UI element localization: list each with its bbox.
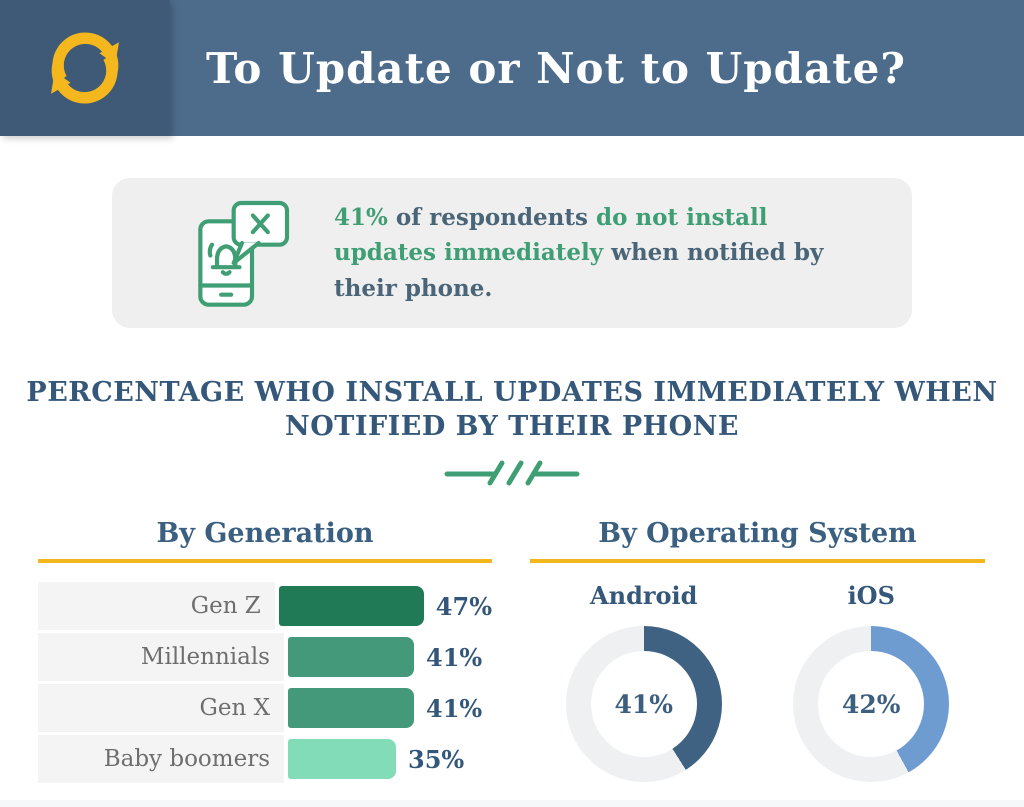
bar-gen-x — [288, 688, 414, 728]
bar-value-millennials: 41% — [426, 642, 483, 672]
android-donut-chart: 41% — [565, 626, 722, 782]
logo-box — [0, 0, 170, 136]
stat-text-plain-1: of respondents — [387, 203, 596, 231]
bar-value-gen-z: 47% — [435, 591, 492, 621]
section-title: PERCENTAGE WHO INSTALL UPDATES IMMEDIATE… — [0, 376, 1024, 444]
bar-label-gen-x: Gen X — [38, 684, 284, 732]
bar-value-gen-x: 41% — [426, 693, 483, 723]
bar-value-baby-boomers: 35% — [408, 744, 465, 774]
key-stat-text: 41% of respondents do not install update… — [334, 200, 854, 307]
bar-row-gen-z: Gen Z 47% — [38, 582, 492, 630]
android-donut-value: 41% — [590, 651, 697, 757]
bar-label-baby-boomers: Baby boomers — [38, 735, 284, 783]
phone-dismiss-notification-icon — [192, 192, 292, 314]
ios-donut-cell: 42% — [758, 626, 986, 782]
next-section-edge — [0, 800, 1024, 807]
header-banner: To Update or Not to Update? — [0, 0, 1024, 136]
android-donut-cell: 41% — [530, 626, 758, 782]
generation-column: By Generation Gen Z 47% Millennials 41% — [0, 518, 512, 786]
key-stat-callout: 41% of respondents do not install update… — [112, 178, 912, 328]
os-chart-title: By Operating System — [530, 518, 985, 563]
ios-donut-value: 42% — [818, 651, 925, 757]
android-label: Android — [590, 581, 698, 610]
bar-row-gen-x: Gen X 41% — [38, 684, 492, 732]
ios-label: iOS — [847, 581, 895, 610]
bar-label-gen-z: Gen Z — [38, 582, 275, 630]
charts-section: By Generation Gen Z 47% Millennials 41% — [0, 518, 1024, 786]
os-column: By Operating System Android iOS 41% 42% — [512, 518, 1024, 786]
bar-row-baby-boomers: Baby boomers 35% — [38, 735, 492, 783]
generation-bar-chart: Gen Z 47% Millennials 41% Gen X — [38, 582, 492, 783]
bar-row-millennials: Millennials 41% — [38, 633, 492, 681]
sync-arrows-icon — [51, 32, 119, 104]
page-title: To Update or Not to Update? — [206, 43, 906, 93]
bar-baby-boomers — [288, 739, 396, 779]
ios-donut-chart: 42% — [793, 626, 950, 782]
green-slash-divider — [0, 458, 1024, 492]
stat-text-plain-2: when notified by their phone. — [334, 239, 824, 302]
bar-millennials — [288, 637, 414, 677]
stat-text-highlight: do not install updates immediately — [334, 203, 768, 267]
section-title-line2: NOTIFIED BY THEIR PHONE — [285, 411, 739, 442]
stat-percent: 41% — [334, 203, 388, 231]
bar-gen-z — [278, 586, 424, 626]
section-title-line1: PERCENTAGE WHO INSTALL UPDATES IMMEDIATE… — [26, 377, 998, 408]
bar-label-millennials: Millennials — [38, 633, 284, 681]
generation-chart-title: By Generation — [38, 518, 492, 563]
